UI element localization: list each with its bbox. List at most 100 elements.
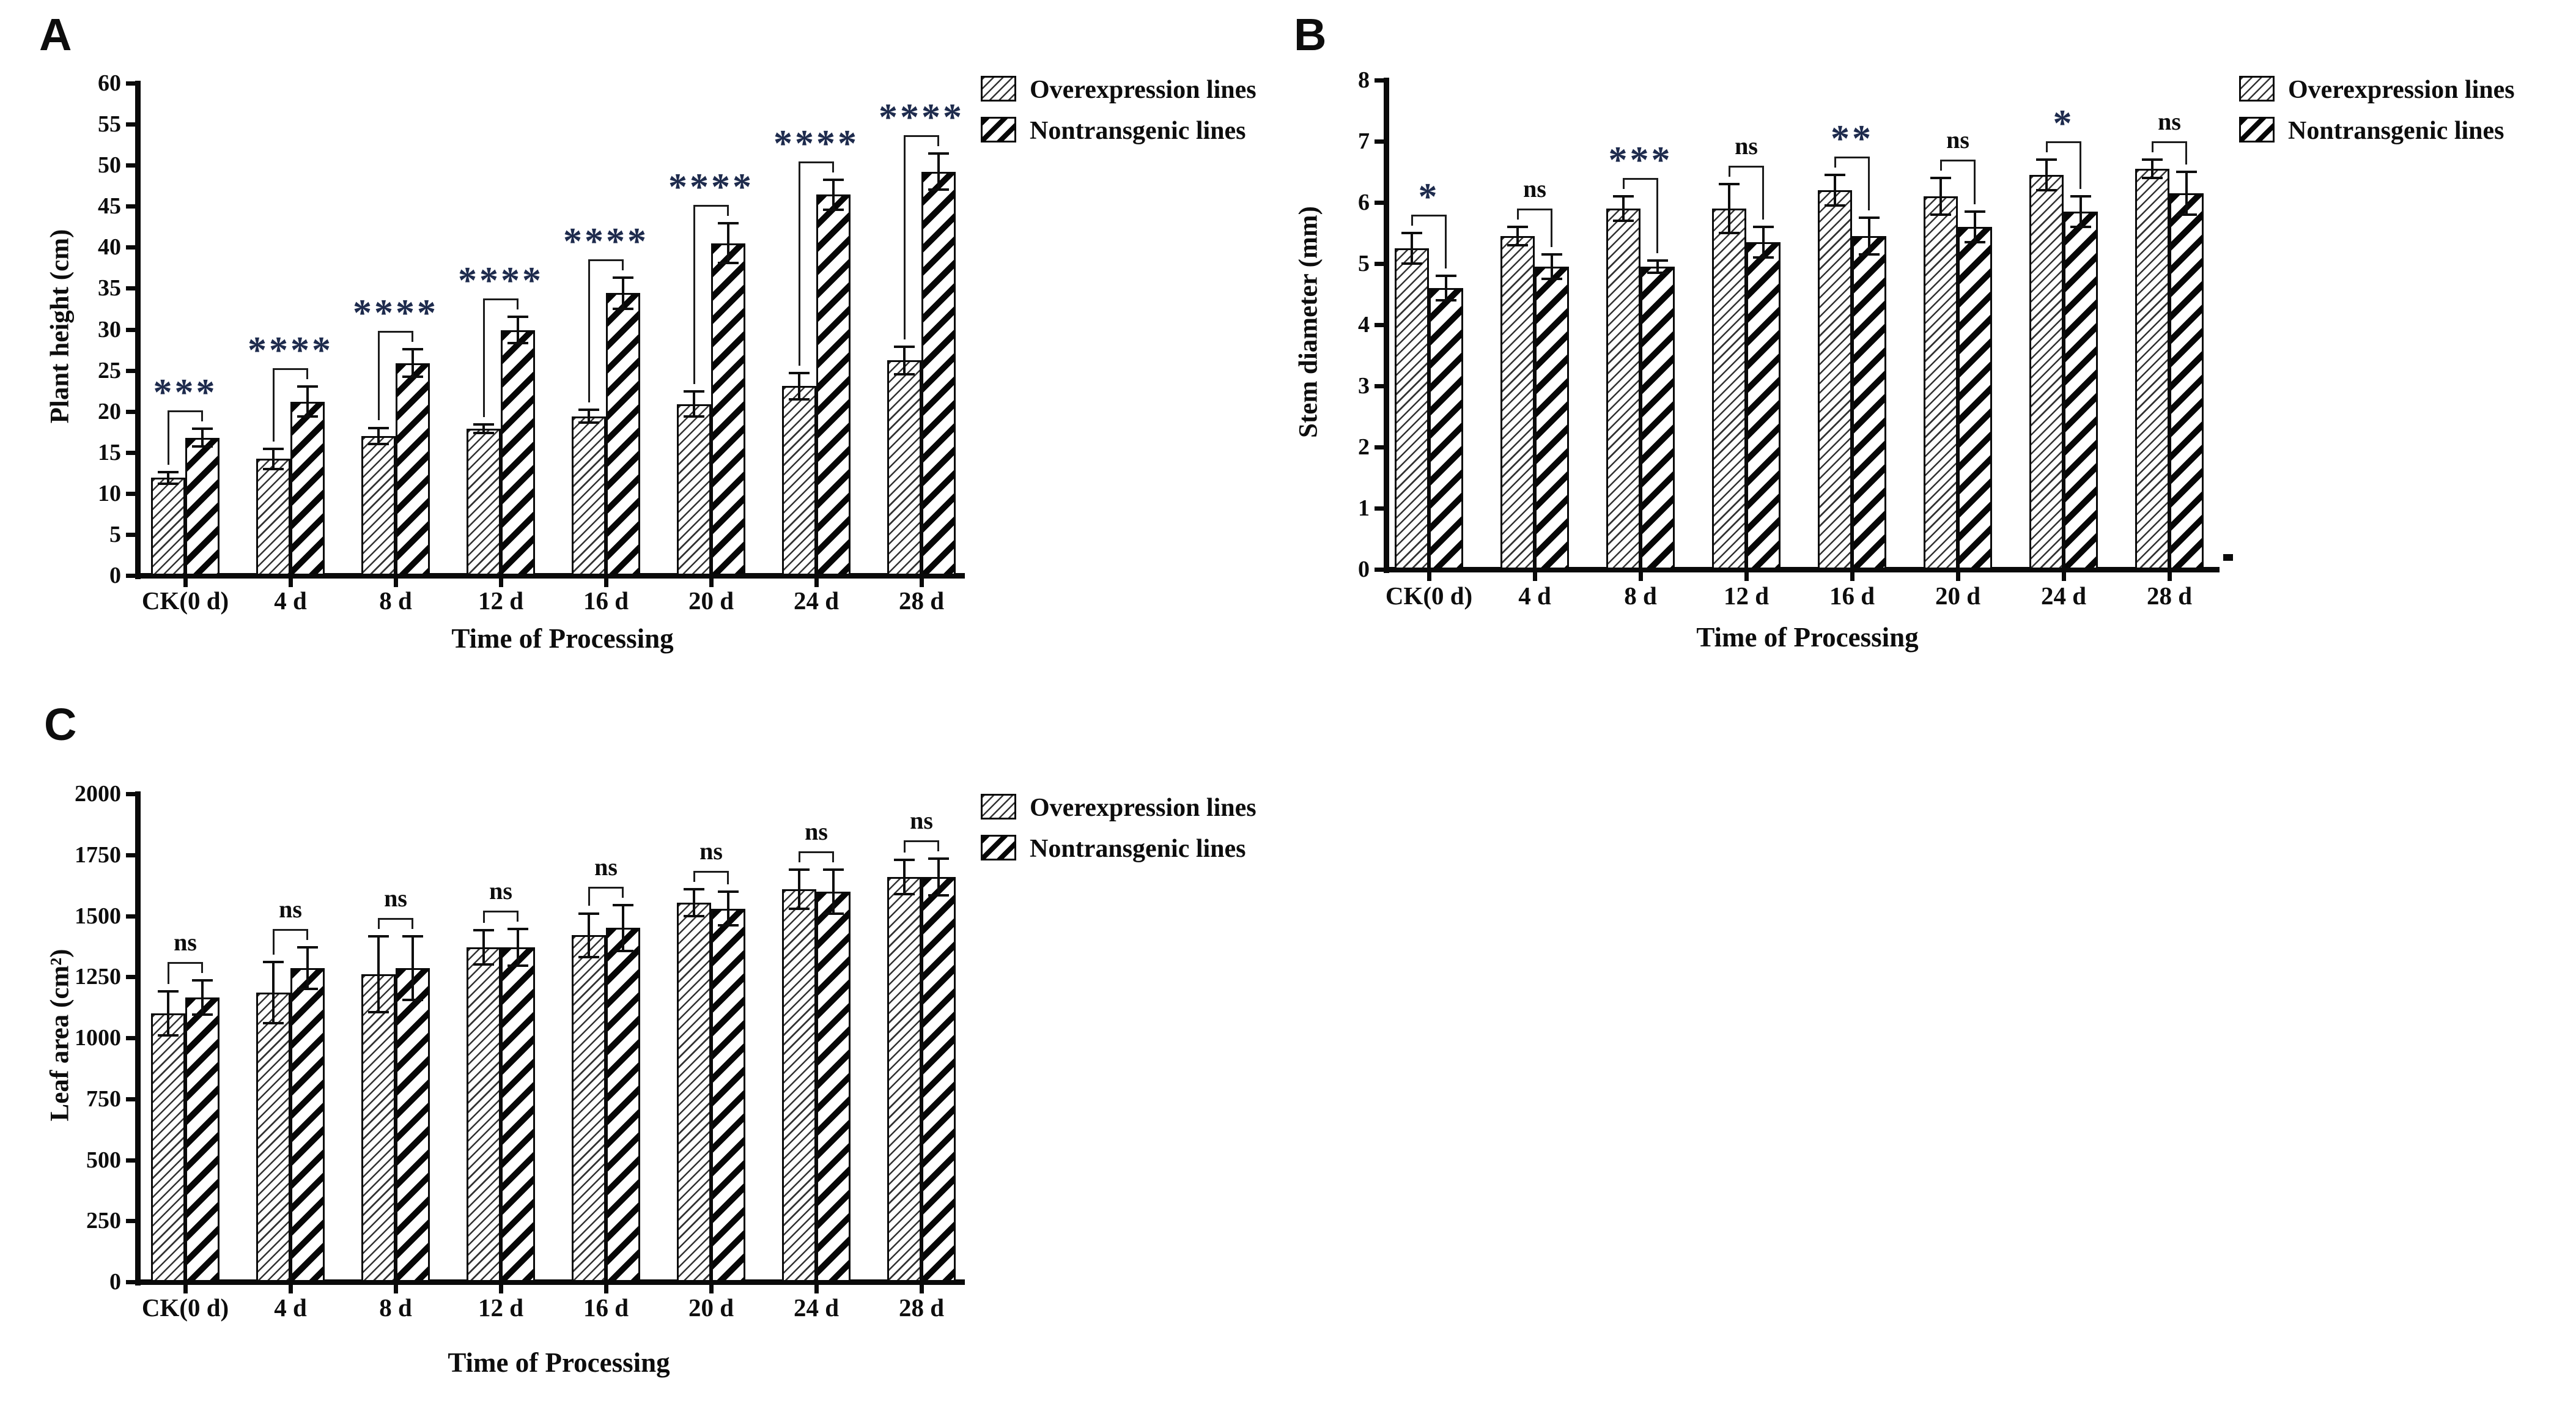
- y-tick: [126, 1036, 135, 1040]
- significance-bracket: [483, 298, 485, 418]
- x-tick: [1744, 572, 1749, 581]
- bar-overexpression: [467, 428, 501, 575]
- y-tick-label: 50: [98, 152, 121, 179]
- y-tick-label: 0: [109, 563, 121, 588]
- significance-bracket: [411, 918, 413, 930]
- y-axis-title: Leaf area (cm²): [45, 949, 75, 1122]
- significance-label: ****: [353, 292, 438, 334]
- error-bar-cap: [2176, 213, 2197, 216]
- bar-overexpression: [1500, 236, 1535, 569]
- significance-bracket: [799, 851, 834, 853]
- x-category-label: CK(0 d): [141, 586, 229, 615]
- error-bar-cap: [789, 398, 810, 401]
- error-bar-cap: [1647, 259, 1668, 262]
- bar-overexpression: [1395, 248, 1429, 569]
- significance-bracket: [1868, 157, 1870, 210]
- error-bar-cap: [1436, 275, 1456, 277]
- bar-overexpression: [151, 1013, 185, 1282]
- significance-bracket: [588, 259, 590, 402]
- significance-label: ns: [1735, 132, 1758, 160]
- error-bar-cap: [297, 988, 318, 991]
- bar-nontransgenic: [816, 891, 851, 1282]
- error-bar-cap: [718, 261, 739, 264]
- significance-bracket: [168, 962, 203, 964]
- significance-bracket: [2046, 141, 2081, 143]
- x-category-label: 28 d: [898, 1293, 945, 1322]
- bar-nontransgenic: [290, 401, 325, 575]
- y-tick-label: 25: [98, 357, 121, 383]
- significance-label: ****: [668, 166, 754, 209]
- error-bar-cap: [1753, 256, 1774, 259]
- y-axis-title: Stem diameter (mm): [1294, 206, 1323, 438]
- x-category-label: 4 d: [274, 1293, 307, 1322]
- x-tick: [499, 1284, 503, 1293]
- significance-bracket: [693, 870, 695, 882]
- panel-label-A: A: [39, 9, 72, 60]
- significance-bracket: [904, 135, 906, 339]
- y-tick-label: 1250: [75, 964, 121, 990]
- error-bar-cap: [928, 894, 949, 897]
- x-category-label: 24 d: [2040, 582, 2087, 610]
- x-tick: [1533, 572, 1537, 581]
- bar-overexpression: [256, 459, 290, 575]
- error-bar-cap: [263, 961, 284, 964]
- error-bar-cap: [297, 385, 318, 388]
- y-tick-label: 1000: [75, 1025, 121, 1051]
- x-tick: [709, 1284, 714, 1293]
- x-category-label: 16 d: [583, 1293, 629, 1322]
- bar-nontransgenic: [606, 928, 640, 1282]
- significance-bracket: [937, 135, 939, 147]
- legend-label: Overexpression lines: [1030, 76, 1257, 104]
- bar-nontransgenic: [2169, 193, 2204, 569]
- error-bar-cap: [1859, 253, 1880, 256]
- bar-nontransgenic: [290, 968, 325, 1282]
- significance-bracket: [1445, 215, 1447, 268]
- significance-bracket: [2152, 141, 2187, 143]
- x-category-label: 12 d: [478, 1293, 524, 1322]
- error-bar-cap: [1965, 210, 1985, 213]
- error-bar-line: [2080, 196, 2082, 227]
- error-bar-line: [2045, 160, 2048, 190]
- significance-bracket: [378, 330, 413, 333]
- significance-bracket: [832, 851, 834, 862]
- significance-bracket: [693, 870, 729, 873]
- y-tick-label: 45: [98, 193, 121, 220]
- x-tick: [289, 1284, 293, 1293]
- error-bar-cap: [1825, 204, 1845, 207]
- bar-nontransgenic: [185, 997, 220, 1282]
- y-tick: [1375, 78, 1384, 83]
- x-tick: [920, 1284, 924, 1293]
- error-bar-cap: [1930, 213, 1951, 216]
- y-tick-label: 10: [98, 480, 121, 506]
- legend-label: Overexpression lines: [1030, 794, 1257, 822]
- error-bar-cap: [718, 890, 739, 893]
- x-axis-title: Time of Processing: [448, 1347, 670, 1378]
- x-category-label: 8 d: [379, 1293, 412, 1322]
- x-tick: [1427, 572, 1431, 581]
- significance-bracket: [904, 840, 939, 842]
- x-axis: [135, 573, 965, 579]
- significance-bracket: [937, 840, 939, 851]
- bar-nontransgenic: [396, 968, 430, 1282]
- significance-label: ns: [910, 806, 933, 834]
- y-tick-label: 40: [98, 234, 121, 261]
- error-bar-cap: [684, 390, 704, 393]
- error-bar-cap: [928, 152, 949, 155]
- y-tick-label: 3: [1358, 373, 1370, 399]
- error-bar-line: [306, 387, 309, 416]
- error-bar-cap: [789, 868, 810, 871]
- error-bar-line: [832, 869, 835, 914]
- error-bar-cap: [158, 990, 179, 993]
- y-tick: [1375, 201, 1384, 205]
- bar-overexpression: [887, 876, 921, 1282]
- significance-bracket: [1834, 157, 1870, 158]
- significance-bracket: [306, 929, 308, 941]
- bar-overexpression: [2029, 175, 2064, 569]
- error-bar-cap: [2036, 189, 2057, 191]
- significance-label: *: [2053, 103, 2075, 144]
- significance-bracket: [1940, 160, 1976, 161]
- error-bar-cap: [1541, 278, 1562, 280]
- y-tick-label: 8: [1358, 67, 1370, 93]
- y-tick-label: 1: [1358, 495, 1370, 521]
